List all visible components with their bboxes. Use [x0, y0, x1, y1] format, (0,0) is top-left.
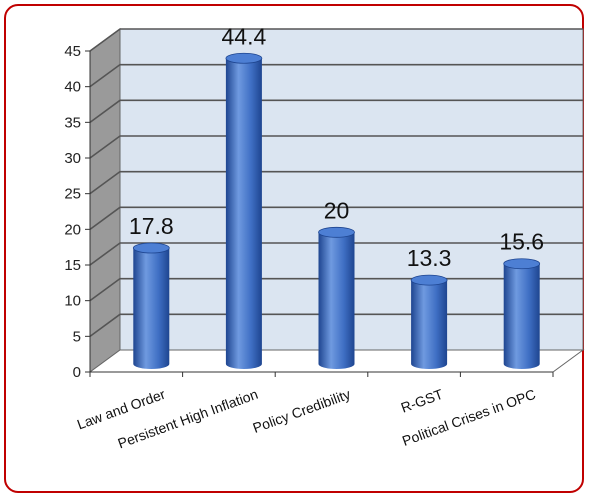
bar	[132, 242, 170, 369]
y-tick-label: 25	[64, 186, 81, 203]
bar-top	[410, 274, 448, 286]
gridline	[89, 28, 583, 52]
data-label: 20	[324, 197, 350, 223]
data-labels: 17.8 44.4 20 13.3 15.6	[129, 23, 544, 271]
x-axis	[89, 371, 554, 377]
bar-top	[503, 258, 541, 270]
bar-body	[411, 280, 448, 369]
bar-top	[225, 52, 263, 64]
gridline	[89, 63, 583, 88]
category-label: R-GST	[399, 386, 446, 416]
bar-body	[503, 263, 540, 369]
y-tick-label: 45	[64, 43, 81, 60]
bar-top	[132, 242, 170, 254]
y-tick-label: 0	[73, 364, 81, 381]
y-tick-label: 10	[64, 293, 81, 310]
gridline	[89, 242, 583, 266]
y-tick-label: 40	[64, 79, 81, 96]
gridline	[89, 135, 583, 159]
bars	[132, 52, 541, 369]
data-label: 15.6	[499, 229, 544, 255]
bar	[225, 52, 263, 369]
gridline	[89, 206, 583, 230]
y-tick-label: 5	[73, 328, 81, 345]
bar	[318, 226, 355, 369]
category-label: Policy Credibility	[251, 386, 353, 436]
data-label: 13.3	[407, 245, 452, 271]
y-tick-label: 20	[64, 221, 81, 238]
bar	[410, 274, 448, 369]
data-label: 44.4	[222, 23, 267, 49]
data-label: 17.8	[129, 213, 174, 239]
plot-side-wall	[89, 28, 121, 373]
bar-body	[133, 248, 170, 369]
bar-body	[318, 232, 355, 369]
y-tick-label: 35	[64, 114, 81, 131]
y-axis: 0 5 10 15 20 25 30 35 40 45	[64, 43, 91, 381]
bar	[503, 258, 541, 369]
gridline	[89, 99, 583, 123]
gridline	[89, 170, 583, 195]
bar-top	[318, 226, 355, 238]
y-tick-label: 30	[64, 150, 81, 167]
y-tick-label: 15	[64, 257, 81, 274]
bar-body	[225, 58, 262, 369]
